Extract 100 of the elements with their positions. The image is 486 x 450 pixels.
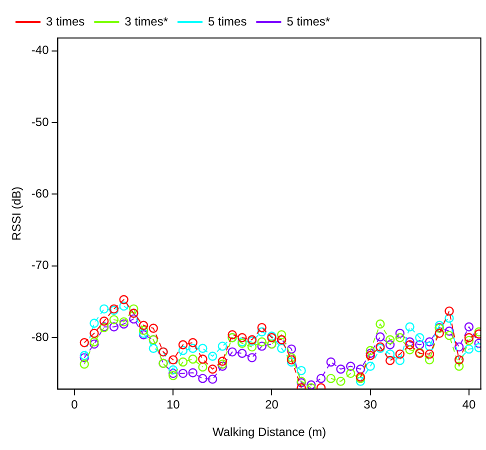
point xyxy=(208,352,218,361)
point xyxy=(336,364,346,374)
point xyxy=(188,344,198,353)
point xyxy=(454,362,464,371)
point xyxy=(464,336,474,346)
point xyxy=(208,364,218,374)
point xyxy=(257,337,266,346)
point xyxy=(90,318,99,328)
point xyxy=(198,354,208,364)
point xyxy=(454,342,464,352)
x-tick-label: 30 xyxy=(364,398,378,412)
point xyxy=(434,328,444,338)
x-tick-label: 40 xyxy=(462,398,476,412)
point xyxy=(277,344,286,353)
point xyxy=(80,350,89,360)
point xyxy=(119,301,128,311)
point xyxy=(444,326,454,336)
point xyxy=(336,376,346,386)
point xyxy=(188,368,198,378)
point xyxy=(464,344,474,354)
point xyxy=(326,357,336,367)
point xyxy=(80,353,89,362)
point xyxy=(188,338,198,348)
point xyxy=(129,314,138,324)
point xyxy=(90,328,99,338)
point xyxy=(257,322,266,332)
point xyxy=(148,344,158,353)
legend-label: 3 times xyxy=(46,14,85,28)
point xyxy=(277,330,286,340)
point xyxy=(405,340,414,350)
point xyxy=(424,349,434,359)
point xyxy=(138,320,148,330)
point xyxy=(247,342,257,352)
point xyxy=(228,330,237,340)
y-tick-label: -40 xyxy=(31,43,50,58)
point xyxy=(415,340,424,350)
point xyxy=(257,342,266,351)
y-tick-label: -60 xyxy=(31,186,50,201)
legend-label: 5 times xyxy=(208,14,247,28)
point xyxy=(395,332,405,342)
point xyxy=(90,337,99,346)
point xyxy=(444,314,454,323)
point xyxy=(346,362,356,371)
y-tick-label: -50 xyxy=(31,114,50,129)
x-tick-label: 0 xyxy=(71,398,78,412)
point xyxy=(296,366,306,376)
point xyxy=(208,374,218,384)
point xyxy=(99,304,109,314)
x-tick-label: 10 xyxy=(166,398,180,412)
y-tick-label: -80 xyxy=(31,330,50,344)
y-tick-label: -70 xyxy=(31,258,50,272)
point xyxy=(366,362,375,371)
point xyxy=(464,322,474,332)
point xyxy=(405,322,414,332)
point xyxy=(198,362,208,372)
point xyxy=(119,319,128,329)
point xyxy=(424,355,434,364)
point xyxy=(178,368,188,378)
point xyxy=(395,328,405,338)
point xyxy=(90,339,99,349)
point xyxy=(424,337,434,346)
point xyxy=(80,360,89,369)
y-axis-title: RSSI (dB) xyxy=(10,186,24,241)
point xyxy=(376,332,385,342)
point xyxy=(286,344,296,354)
point xyxy=(306,380,316,390)
point xyxy=(366,348,375,358)
point xyxy=(464,332,474,342)
legend-label: 3 times* xyxy=(124,14,168,28)
point xyxy=(168,355,178,364)
point xyxy=(366,350,375,360)
point xyxy=(385,335,395,344)
point xyxy=(376,319,385,329)
point xyxy=(405,345,414,354)
point xyxy=(424,342,434,351)
point xyxy=(119,317,128,326)
point xyxy=(80,338,89,348)
point xyxy=(109,315,119,324)
point xyxy=(218,356,228,366)
point xyxy=(109,322,119,332)
point xyxy=(178,346,188,356)
legend-label: 5 times* xyxy=(286,14,330,28)
point xyxy=(119,295,128,304)
point xyxy=(395,349,405,359)
point xyxy=(99,316,109,326)
point xyxy=(356,364,366,374)
x-axis-title: Walking Distance (m) xyxy=(212,425,326,440)
point xyxy=(415,332,424,342)
point xyxy=(444,330,454,340)
point xyxy=(395,356,405,366)
point xyxy=(385,349,395,359)
point xyxy=(346,368,356,378)
point xyxy=(178,340,188,350)
point xyxy=(385,356,395,366)
point xyxy=(148,324,158,333)
point xyxy=(138,326,148,336)
point xyxy=(238,332,247,342)
point xyxy=(444,306,454,316)
point xyxy=(238,348,247,358)
x-tick-label: 20 xyxy=(265,398,279,412)
